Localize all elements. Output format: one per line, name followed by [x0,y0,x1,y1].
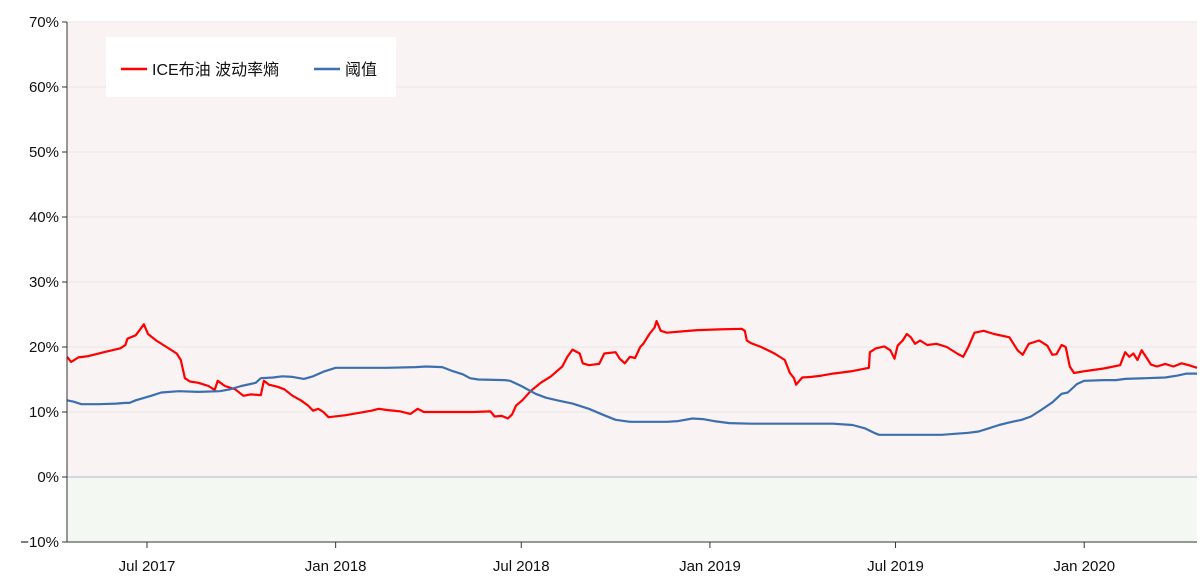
plot-background [67,22,1197,542]
y-tick-label: 20% [29,339,59,356]
x-tick-label: Jul 2018 [493,558,550,575]
x-tick-label: Jul 2017 [119,558,176,575]
legend-label-threshold: 阈值 [345,61,377,79]
y-tick-label: 10% [29,404,59,421]
x-tick-label: Jan 2019 [679,558,741,575]
y-tick-label: 60% [29,79,59,96]
x-tick-label: Jul 2019 [867,558,924,575]
legend: ICE布油 波动率熵 阈值 [106,37,396,97]
legend-label-volatility-entropy: ICE布油 波动率熵 [152,61,279,79]
y-tick-label: 40% [29,209,59,226]
legend-box [106,37,396,97]
y-tick-label: 70% [29,14,59,31]
y-tick-label: −10% [20,534,59,551]
x-tick-label: Jan 2018 [305,558,367,575]
y-tick-label: 30% [29,274,59,291]
series-line-threshold [66,365,1197,436]
positive-region [67,22,1197,477]
series-line-volatility-entropy [66,319,1198,420]
y-tick-label: 50% [29,144,59,161]
gridlines [67,21,1197,543]
axes: −10% 0% 10% 20% 30% 40% 50% 60% 70% Jul 2017 Jan 2… [20,14,1197,575]
x-tick-label: Jan 2020 [1053,558,1115,575]
y-tick-label: 0% [37,469,59,486]
negative-region [67,477,1197,542]
series-lines [66,319,1198,436]
